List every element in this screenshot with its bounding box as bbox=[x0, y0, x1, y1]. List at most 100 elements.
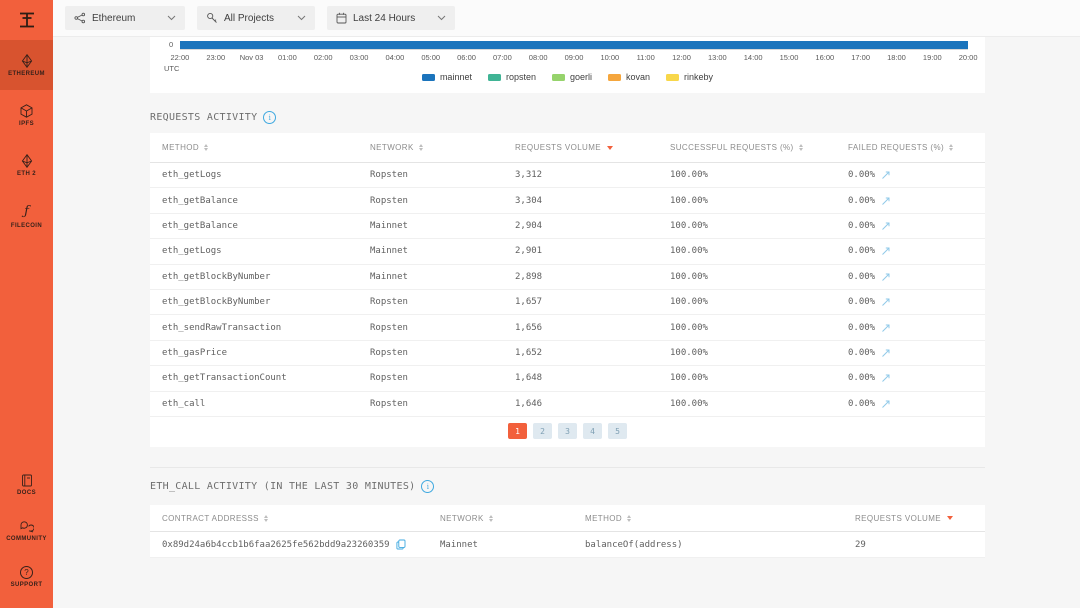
failed-value: 0.00% bbox=[848, 220, 876, 231]
legend-swatch-rinkeby bbox=[666, 73, 680, 81]
support-question-icon bbox=[20, 566, 33, 579]
trend-expand-icon[interactable] bbox=[881, 246, 891, 256]
col-header-label: FAILED REQUESTS (%) bbox=[848, 143, 945, 152]
cell-method: balanceOf(address) bbox=[585, 539, 683, 550]
cell-method: eth_getBlockByNumber bbox=[162, 297, 271, 308]
cell-failed: 0.00% bbox=[848, 170, 985, 180]
col-header-requests-volume[interactable]: REQUESTS VOLUME bbox=[855, 514, 985, 523]
sidebar-item-docs[interactable]: DOCS bbox=[0, 462, 53, 508]
legend-item-kovan[interactable]: kovan bbox=[608, 72, 650, 82]
cell-success: 100.00% bbox=[670, 271, 708, 282]
trend-expand-icon[interactable] bbox=[881, 196, 891, 206]
network-dropdown[interactable]: Ethereum bbox=[65, 6, 185, 30]
cell-success: 100.00% bbox=[670, 195, 708, 206]
info-icon[interactable] bbox=[421, 480, 435, 493]
timerange-dropdown[interactable]: Last 24 Hours bbox=[327, 6, 455, 30]
cell-volume: 1,657 bbox=[515, 297, 543, 308]
col-header-successful-requests[interactable]: SUCCESSFUL REQUESTS (%) bbox=[670, 143, 848, 152]
table-row: eth_getTransactionCount Ropsten 1,648 10… bbox=[150, 366, 985, 392]
failed-value: 0.00% bbox=[848, 398, 876, 409]
col-header-contract-address[interactable]: CONTRACT ADDRESSS bbox=[162, 514, 440, 523]
col-header-method[interactable]: METHOD bbox=[162, 143, 370, 152]
col-header-network[interactable]: NETWORK bbox=[370, 143, 515, 152]
cell-contract-address: 0x89d24a6b4ccb1b6faa2625fe562bdd9a232603… bbox=[162, 539, 440, 550]
axis-tick: 07:00 bbox=[492, 53, 512, 62]
legend-item-goerli[interactable]: goerli bbox=[552, 72, 592, 82]
trend-expand-icon[interactable] bbox=[881, 399, 891, 409]
trend-expand-icon[interactable] bbox=[881, 348, 891, 358]
infura-logo-icon bbox=[19, 12, 34, 28]
section-divider bbox=[150, 467, 985, 468]
trend-expand-icon[interactable] bbox=[881, 373, 891, 383]
page-button-2[interactable]: 2 bbox=[533, 423, 552, 440]
col-header-requests-volume[interactable]: REQUESTS VOLUME bbox=[515, 143, 670, 152]
col-header-label: NETWORK bbox=[370, 143, 414, 152]
chevron-down-icon bbox=[437, 15, 446, 21]
table-header-row: METHOD NETWORK REQUESTS VOLUME SUCCESSFU… bbox=[150, 133, 985, 163]
sidebar-item-support[interactable]: SUPPORT bbox=[0, 554, 53, 600]
section-title-text: REQUESTS ACTIVITY bbox=[150, 112, 258, 123]
sidebar-item-ethereum[interactable]: ETHEREUM bbox=[0, 40, 53, 90]
info-icon[interactable] bbox=[263, 111, 277, 124]
sort-icon bbox=[488, 514, 493, 522]
cell-volume: 3,312 bbox=[515, 170, 543, 181]
sidebar-item-label: ETH 2 bbox=[16, 170, 36, 177]
axis-tick: 19:00 bbox=[922, 53, 942, 62]
cell-success: 100.00% bbox=[670, 220, 708, 231]
cell-volume: 2,901 bbox=[515, 246, 543, 257]
calendar-icon bbox=[336, 12, 347, 24]
legend-swatch-ropsten bbox=[487, 73, 501, 81]
trend-expand-icon[interactable] bbox=[881, 170, 891, 180]
timerange-dropdown-value: Last 24 Hours bbox=[353, 12, 416, 24]
col-header-label: CONTRACT ADDRESSS bbox=[162, 513, 259, 523]
y-axis-zero-label: 0 bbox=[169, 40, 174, 49]
col-header-method[interactable]: METHOD bbox=[585, 514, 855, 523]
trend-expand-icon[interactable] bbox=[881, 323, 891, 333]
sidebar-bottom-group: DOCS COMMUNITY SUPPORT bbox=[0, 462, 53, 600]
col-header-network[interactable]: NETWORK bbox=[440, 514, 585, 523]
page-button-5[interactable]: 5 bbox=[608, 423, 627, 440]
ipfs-cube-icon bbox=[20, 103, 33, 118]
trend-expand-icon[interactable] bbox=[881, 221, 891, 231]
sidebar-item-label: FILECOIN bbox=[10, 222, 43, 229]
trend-expand-icon[interactable] bbox=[881, 272, 891, 282]
failed-value: 0.00% bbox=[848, 246, 876, 257]
col-header-label: METHOD bbox=[162, 143, 200, 152]
legend-item-mainnet[interactable]: mainnet bbox=[421, 72, 472, 82]
infura-logo[interactable] bbox=[0, 0, 53, 40]
legend-item-ropsten[interactable]: ropsten bbox=[487, 72, 536, 82]
sort-icon bbox=[949, 144, 954, 151]
cell-method: eth_getBalance bbox=[162, 195, 238, 206]
cell-method: eth_call bbox=[162, 398, 206, 409]
projects-dropdown[interactable]: All Projects bbox=[197, 6, 315, 30]
pagination: 1 2 3 4 5 bbox=[150, 417, 985, 446]
page-button-4[interactable]: 4 bbox=[583, 423, 602, 440]
sort-desc-icon bbox=[607, 145, 614, 150]
legend-swatch-mainnet bbox=[421, 73, 435, 81]
cell-success: 100.00% bbox=[670, 322, 708, 333]
axis-tick: 05:00 bbox=[421, 53, 441, 62]
col-header-failed-requests[interactable]: FAILED REQUESTS (%) bbox=[848, 143, 985, 152]
legend-item-rinkeby[interactable]: rinkeby bbox=[666, 72, 713, 82]
cell-network: Ropsten bbox=[370, 398, 408, 409]
page-button-3[interactable]: 3 bbox=[558, 423, 577, 440]
sidebar-item-ipfs[interactable]: IPFS bbox=[0, 90, 53, 140]
page-button-1[interactable]: 1 bbox=[508, 423, 527, 440]
cell-method: eth_getLogs bbox=[162, 246, 222, 257]
project-key-icon bbox=[207, 12, 217, 23]
failed-value: 0.00% bbox=[848, 297, 876, 308]
copy-icon[interactable] bbox=[396, 539, 406, 550]
sidebar-item-filecoin[interactable]: FILECOIN bbox=[0, 190, 53, 240]
x-axis-ticks: 22:00 23:00 Nov 03 01:00 02:00 03:00 04:… bbox=[162, 53, 986, 62]
trend-expand-icon[interactable] bbox=[881, 297, 891, 307]
sidebar-item-eth2[interactable]: ETH 2 bbox=[0, 140, 53, 190]
cell-failed: 0.00% bbox=[848, 348, 985, 358]
sidebar-item-label: COMMUNITY bbox=[6, 535, 47, 542]
axis-tick: 09:00 bbox=[564, 53, 584, 62]
community-chat-icon bbox=[20, 520, 34, 532]
table-row: eth_sendRawTransaction Ropsten 1,656 100… bbox=[150, 315, 985, 341]
legend-label: mainnet bbox=[439, 72, 472, 82]
failed-value: 0.00% bbox=[848, 373, 876, 384]
sidebar-item-community[interactable]: COMMUNITY bbox=[0, 508, 53, 554]
cell-network: Ropsten bbox=[370, 373, 408, 384]
